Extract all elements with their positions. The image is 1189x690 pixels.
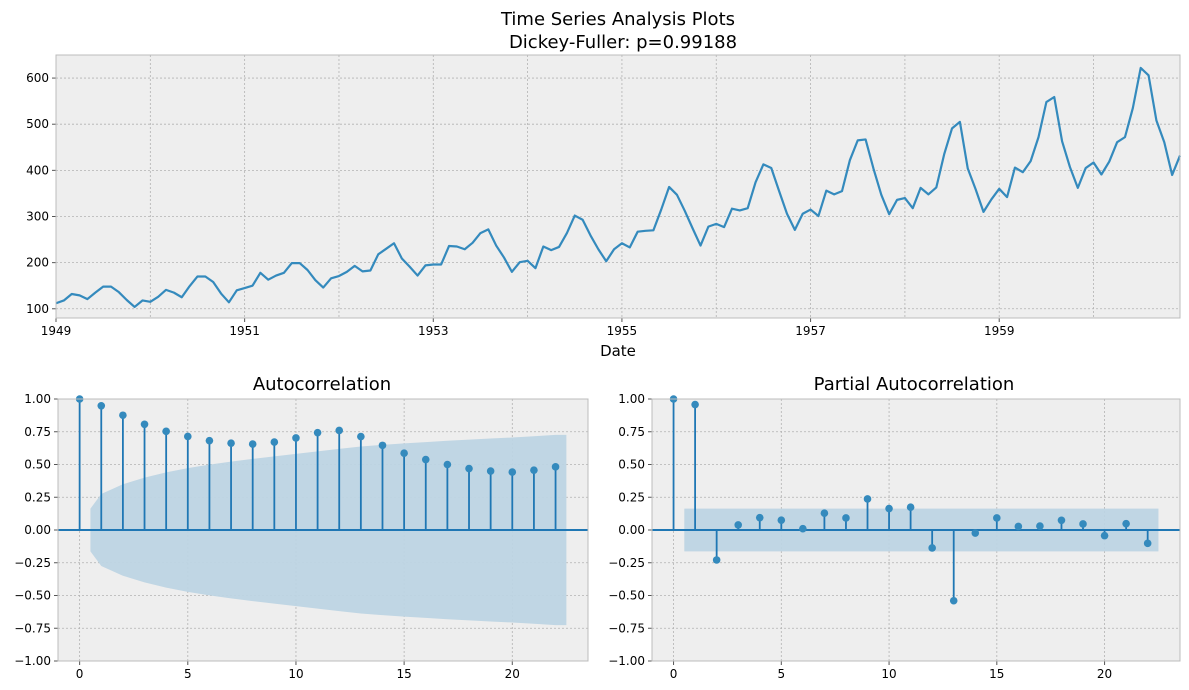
acf-marker-lag-15: [400, 449, 408, 458]
acf-ytick-label: 1.00: [24, 392, 51, 406]
time-series-ytick-label: 400: [26, 163, 49, 177]
time-series-frame: [55, 54, 1181, 319]
pacf-xtick-label: 10: [881, 667, 896, 681]
pacf-ytick-label: 0.50: [618, 458, 645, 472]
acf-ytick-label: −1.00: [14, 654, 51, 668]
pacf-marker-lag-11: [906, 503, 915, 512]
time-series-xtick-label: 1959: [984, 324, 1015, 338]
pacf-marker-lag-17: [1036, 522, 1044, 530]
pacf-ytick-label: −0.75: [608, 621, 645, 635]
acf-marker-lag-2: [119, 411, 127, 420]
acf-marker-lag-10: [292, 434, 300, 442]
pacf-marker-lag-5: [777, 516, 786, 524]
pacf-xtick-label: 15: [989, 667, 1004, 681]
pacf-ytick-label: −0.50: [608, 589, 645, 603]
acf-xtick-label: 5: [184, 667, 192, 681]
acf-marker-lag-8: [248, 440, 257, 448]
pacf-marker-lag-14: [971, 529, 980, 537]
acf-ytick-label: 0.25: [24, 490, 51, 504]
acf-ytick-label: −0.75: [14, 621, 51, 635]
acf-ytick-label: 0.75: [24, 425, 51, 439]
pacf-marker-lag-4: [755, 513, 764, 522]
pacf-marker-lag-15: [993, 514, 1001, 522]
acf-marker-lag-13: [357, 432, 365, 441]
acf-marker-lag-21: [530, 466, 538, 474]
time-series-xtick-label: 1957: [795, 324, 826, 338]
pacf-marker-lag-22: [1143, 539, 1152, 548]
pacf-marker-lag-10: [885, 504, 893, 513]
pacf-title: Partial Autocorrelation: [814, 374, 1015, 395]
pacf-marker-lag-6: [799, 524, 807, 533]
acf-ytick-label: −0.25: [14, 556, 51, 570]
pacf-marker-lag-1: [691, 400, 699, 409]
figure-title-line1: Time Series Analysis Plots: [500, 9, 735, 30]
acf-marker-lag-16: [421, 455, 430, 464]
pacf-marker-lag-21: [1122, 519, 1130, 528]
time-series-xlabel: Date: [600, 342, 636, 360]
acf-marker-lag-14: [378, 441, 387, 450]
pacf-marker-lag-9: [863, 495, 872, 503]
pacf-marker-lag-18: [1057, 516, 1066, 525]
pacf-xtick-label: 0: [670, 667, 678, 681]
time-series-ytick-label: 500: [26, 117, 49, 131]
pacf-marker-lag-7: [820, 509, 829, 518]
time-series-ytick-label: 100: [26, 302, 49, 316]
acf-marker-lag-9: [270, 438, 279, 446]
pacf-marker-lag-8: [842, 514, 850, 522]
acf-marker-lag-19: [486, 467, 495, 475]
pacf-marker-lag-19: [1079, 520, 1087, 528]
acf-xtick-label: 0: [76, 667, 84, 681]
pacf-frame: [651, 398, 1181, 662]
acf-marker-lag-18: [465, 464, 473, 473]
time-series-plot-area: [56, 55, 1180, 318]
acf-marker-lag-11: [313, 428, 322, 437]
pacf-marker-lag-20: [1100, 531, 1109, 540]
figure-title-line2: Dickey-Fuller: p=0.99188: [509, 32, 737, 53]
acf-xtick-label: 15: [396, 667, 411, 681]
pacf-xtick-label: 20: [1097, 667, 1112, 681]
acf-marker-lag-1: [97, 402, 106, 410]
pacf-ytick-label: 0.00: [618, 523, 645, 537]
acf-marker-lag-7: [227, 439, 235, 447]
acf-ytick-label: 0.00: [24, 523, 51, 537]
time-series-xtick-label: 1951: [229, 324, 260, 338]
time-series-ytick-label: 200: [26, 256, 49, 270]
time-series-line: [55, 66, 1182, 309]
time-series-xtick-label: 1949: [41, 324, 72, 338]
pacf-xtick-label: 5: [777, 667, 785, 681]
acf-marker-lag-22: [551, 463, 560, 471]
acf-marker-lag-5: [183, 432, 192, 441]
time-series-panel: 100 200 300 400 500 600 1949 1951 1953 1955 1957 19…: [26, 54, 1182, 338]
time-series-xtick-label: 1955: [607, 324, 638, 338]
acf-marker-lag-12: [335, 426, 344, 435]
pacf-ytick-label: −1.00: [608, 654, 645, 668]
acf-marker-lag-20: [508, 468, 517, 476]
pacf-ytick-label: −0.25: [608, 556, 645, 570]
acf-ytick-label: 0.50: [24, 458, 51, 472]
acf-marker-lag-6: [205, 436, 214, 445]
acf-ytick-label: −0.50: [14, 589, 51, 603]
time-series-ytick-label: 600: [26, 71, 49, 85]
pacf-ytick-label: 0.75: [618, 425, 645, 439]
acf-title: Autocorrelation: [253, 374, 391, 395]
acf-panel: 0 5 10 15 20 −1.00 −0.75 −0.50 −0.25 0.00 0.25 0.50…: [14, 392, 589, 681]
pacf-marker-lag-2: [712, 556, 721, 564]
time-series-xtick-label: 1953: [418, 324, 449, 338]
acf-marker-lag-4: [162, 427, 170, 436]
pacf-marker-lag-3: [734, 521, 743, 529]
pacf-marker-lag-16: [1014, 522, 1023, 531]
acf-frame: [57, 398, 589, 662]
pacf-ytick-label: 0.25: [618, 490, 645, 504]
pacf-marker-lag-12: [928, 544, 936, 552]
acf-marker-lag-3: [140, 420, 149, 429]
pacf-marker-lag-13: [949, 596, 958, 605]
acf-marker-lag-17: [443, 460, 452, 469]
pacf-ytick-label: 1.00: [618, 392, 645, 406]
time-series-ytick-label: 300: [26, 209, 49, 223]
pacf-panel: 0 5 10 15 20 −1.00 −0.75 −0.50 −0.25 0.00 0.25 0.50…: [608, 392, 1181, 681]
acf-xtick-label: 10: [288, 667, 303, 681]
acf-xtick-label: 20: [505, 667, 520, 681]
